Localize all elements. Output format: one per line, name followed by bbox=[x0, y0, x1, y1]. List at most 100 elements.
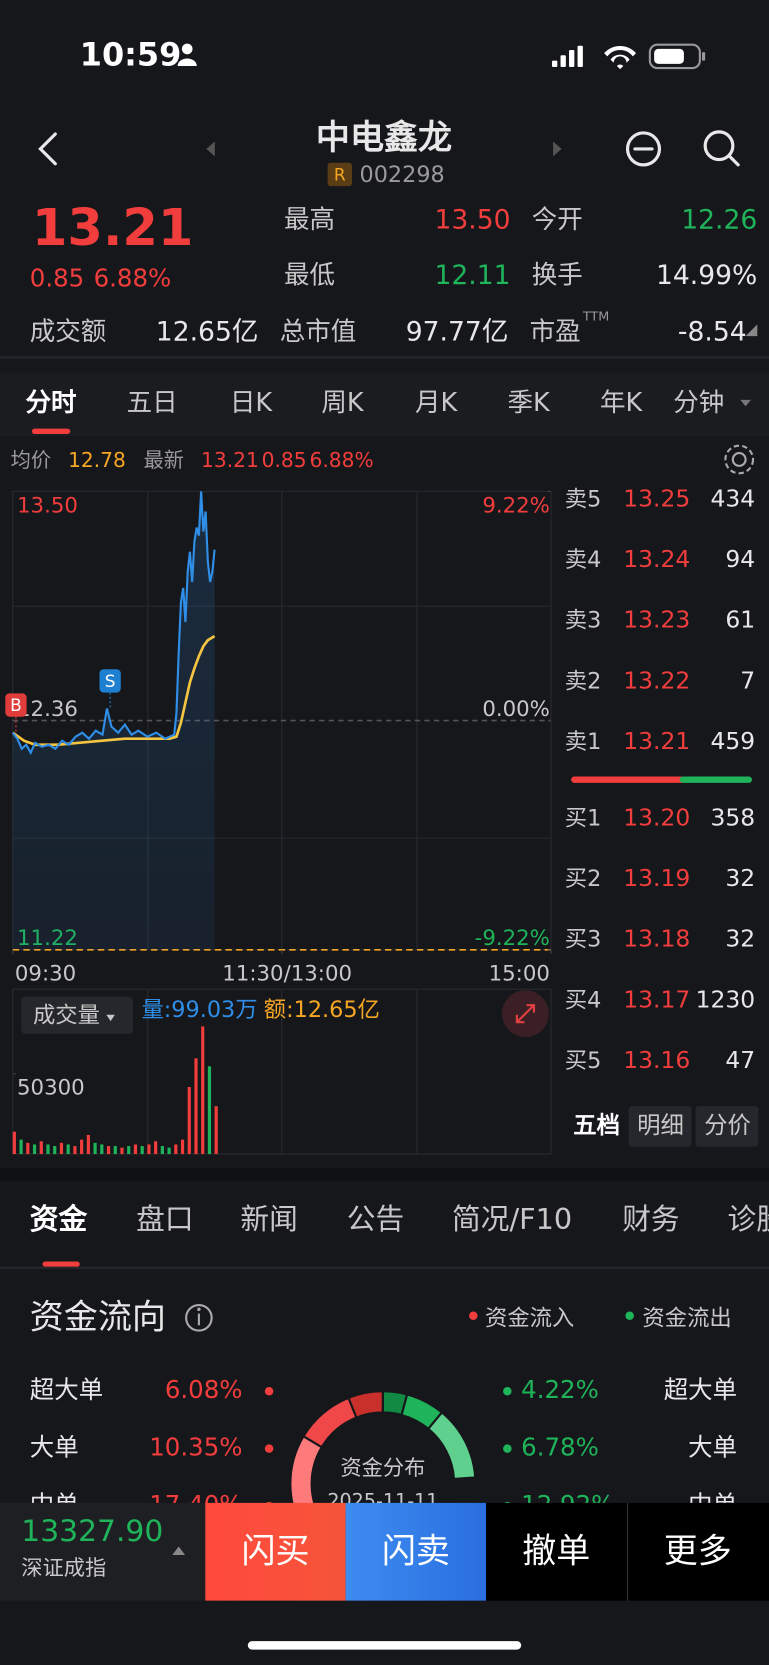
tab-bg[interactable] bbox=[628, 1106, 692, 1147]
stat-value: 97.77亿 bbox=[406, 316, 509, 347]
x-tick-label: 09:30 bbox=[15, 961, 76, 986]
stat-value: 12.65亿 bbox=[156, 316, 259, 347]
book-label: 买1 bbox=[565, 805, 602, 831]
stat-label: 总市值 bbox=[280, 317, 357, 347]
section-tab[interactable]: 资金 bbox=[30, 1202, 88, 1236]
volume-bar bbox=[207, 1066, 212, 1155]
chart-tab[interactable]: 月K bbox=[415, 388, 459, 418]
cancel-button[interactable] bbox=[486, 1502, 628, 1601]
section-tab[interactable]: 公告 bbox=[347, 1202, 404, 1236]
info-avg: 12.78 bbox=[68, 448, 126, 472]
section-gap bbox=[0, 1167, 769, 1181]
volume-bar bbox=[73, 1146, 77, 1155]
expand-icon bbox=[515, 1004, 536, 1024]
book-label: 买5 bbox=[565, 1048, 602, 1074]
chart-tab[interactable]: 分时 bbox=[26, 388, 77, 418]
chart-tab[interactable]: 周K bbox=[321, 388, 365, 418]
book-label: 买3 bbox=[565, 927, 602, 953]
more-button[interactable] bbox=[627, 1502, 769, 1601]
volume-bar bbox=[194, 1058, 198, 1155]
volume-bar bbox=[32, 1144, 37, 1155]
section-tab[interactable]: 盘口 bbox=[136, 1202, 193, 1236]
chart-tab[interactable]: 分钟 bbox=[673, 388, 724, 418]
index-value: 13327.90 bbox=[21, 1514, 163, 1549]
inflow-label: 超大单 bbox=[30, 1375, 103, 1404]
outflow-label: 超大单 bbox=[664, 1375, 737, 1404]
remove-button[interactable] bbox=[625, 131, 662, 167]
book-price: 13.24 bbox=[623, 545, 690, 573]
volume-bar bbox=[214, 1106, 218, 1155]
book-tab[interactable]: 分价 bbox=[704, 1111, 751, 1139]
legend-out: 资金流出 bbox=[642, 1305, 731, 1331]
chart-tabs-bg bbox=[0, 372, 769, 437]
action-button-label[interactable]: 闪卖 bbox=[382, 1531, 450, 1571]
info-icon[interactable] bbox=[185, 1304, 213, 1332]
volume-bar bbox=[147, 1144, 151, 1155]
action-button-label[interactable]: 闪买 bbox=[241, 1531, 309, 1571]
section-tab[interactable]: 诊股 bbox=[728, 1202, 769, 1236]
back-button[interactable] bbox=[38, 132, 57, 166]
book-tab[interactable]: 明细 bbox=[637, 1111, 684, 1139]
price-line bbox=[11, 491, 216, 756]
volume-bar bbox=[93, 1142, 97, 1155]
info-latest-label: 最新 bbox=[144, 448, 184, 472]
chart-tab[interactable]: 日K bbox=[230, 388, 274, 418]
volume-bar bbox=[120, 1147, 124, 1155]
book-label: 卖4 bbox=[565, 547, 602, 573]
trade-marker bbox=[5, 693, 27, 717]
section-tab[interactable]: 新闻 bbox=[240, 1202, 297, 1236]
home-indicator bbox=[247, 1641, 522, 1650]
section-tab[interactable]: 财务 bbox=[622, 1202, 679, 1236]
book-price: 13.20 bbox=[623, 803, 690, 831]
chart-tab[interactable]: 五日 bbox=[127, 388, 178, 418]
status-icons bbox=[177, 43, 706, 70]
volume-button[interactable]: 成交量 bbox=[33, 1002, 100, 1028]
search-button[interactable] bbox=[703, 130, 735, 162]
buy-button[interactable] bbox=[205, 1502, 346, 1601]
volume-bar bbox=[133, 1144, 138, 1155]
book-label: 买2 bbox=[565, 866, 602, 892]
price-area bbox=[12, 491, 215, 950]
stat-sup: TTM bbox=[582, 309, 609, 324]
header-icons bbox=[38, 130, 740, 167]
book-price: 13.22 bbox=[623, 666, 690, 694]
volume-turnover: 额:12.65亿 bbox=[264, 997, 380, 1023]
trade-marker-label: B bbox=[10, 696, 22, 716]
index-name: 深证成指 bbox=[21, 1556, 106, 1581]
book-volume: 61 bbox=[725, 606, 755, 634]
x-tick-label: 15:00 bbox=[489, 961, 550, 986]
stat-value: -8.54 bbox=[678, 316, 747, 347]
sell-button[interactable] bbox=[345, 1502, 487, 1601]
stat-label: 换手 bbox=[532, 261, 583, 291]
book-volume: 47 bbox=[725, 1046, 755, 1074]
book-volume: 94 bbox=[725, 545, 755, 573]
outflow-value: 4.22% bbox=[521, 1375, 599, 1404]
settings-icon[interactable] bbox=[724, 444, 755, 475]
bottom-bar bbox=[0, 1502, 769, 1665]
outflow-label: 大单 bbox=[688, 1433, 737, 1462]
y2-tick-label: 0.00% bbox=[482, 697, 550, 722]
legend-dot-in bbox=[469, 1311, 478, 1320]
chart-tab[interactable]: 季K bbox=[507, 388, 551, 418]
volume-bar bbox=[53, 1146, 57, 1155]
book-label: 卖1 bbox=[565, 729, 602, 755]
tab-bg[interactable] bbox=[695, 1106, 759, 1147]
inflow-value: 10.35% bbox=[149, 1433, 242, 1462]
chart-tab[interactable]: 年K bbox=[600, 388, 644, 418]
stat-label: 今开 bbox=[532, 205, 583, 235]
x-tick-label: 11:30/13:00 bbox=[222, 961, 352, 986]
book-price: 13.23 bbox=[623, 606, 690, 634]
action-button-label[interactable]: 更多 bbox=[664, 1531, 732, 1571]
section-tab[interactable]: 简况/F10 bbox=[452, 1202, 572, 1236]
book-volume: 7 bbox=[740, 666, 755, 694]
action-button-label[interactable]: 撤单 bbox=[522, 1531, 590, 1571]
stat-value: 14.99% bbox=[656, 260, 757, 291]
book-volume: 459 bbox=[711, 727, 756, 755]
volume-button-bg[interactable] bbox=[21, 996, 133, 1034]
volume-bar bbox=[86, 1134, 90, 1155]
info-latest: 13.21 bbox=[201, 448, 259, 472]
active-tab-underline bbox=[31, 428, 71, 434]
book-tab[interactable]: 五档 bbox=[573, 1111, 620, 1139]
book-price: 13.18 bbox=[623, 925, 690, 953]
index-panel[interactable] bbox=[0, 1502, 206, 1601]
